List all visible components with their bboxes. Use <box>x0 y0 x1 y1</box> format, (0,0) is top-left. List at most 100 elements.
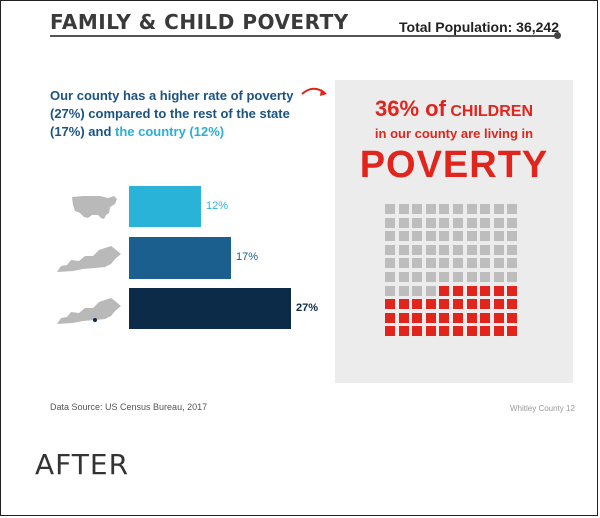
bar-3 <box>129 288 291 329</box>
waffle-cell <box>493 299 504 310</box>
waffle-cell <box>507 204 518 214</box>
waffle-cell <box>412 244 423 255</box>
panel-children-label: CHILDREN <box>445 103 534 120</box>
waffle-cell <box>439 285 450 296</box>
waffle-cell <box>425 285 436 296</box>
waffle-cell <box>425 312 436 323</box>
waffle-cell <box>507 258 518 269</box>
kentucky-map-icon <box>57 246 121 272</box>
waffle-cell <box>480 326 491 337</box>
waffle-cell <box>425 244 436 255</box>
waffle-cell <box>398 272 409 282</box>
waffle-cell <box>453 204 463 214</box>
waffle-cell <box>425 217 436 228</box>
waffle-cell <box>398 312 409 323</box>
waffle-cell <box>385 244 395 255</box>
waffle-cell <box>466 272 477 282</box>
waffle-cell <box>507 326 518 337</box>
waffle-cell <box>385 312 395 323</box>
waffle-cell <box>453 285 463 296</box>
waffle-cell <box>493 285 504 296</box>
waffle-cell <box>480 285 491 296</box>
waffle-cell <box>439 258 450 269</box>
waffle-cell <box>507 312 518 323</box>
waffle-cell <box>493 244 504 255</box>
child-poverty-panel: 36% of CHILDREN in our county are living… <box>335 80 573 383</box>
waffle-cell <box>466 299 477 310</box>
waffle-cell <box>453 299 463 310</box>
waffle-cell <box>412 326 423 337</box>
waffle-cell <box>480 204 491 214</box>
waffle-cell <box>466 204 477 214</box>
waffle-cell <box>398 244 409 255</box>
waffle-cell <box>466 231 477 242</box>
waffle-cell <box>466 244 477 255</box>
waffle-cell <box>385 299 395 310</box>
bar-label-2: 17% <box>236 251 259 263</box>
waffle-cell <box>425 231 436 242</box>
waffle-cell <box>480 244 491 255</box>
waffle-cell <box>466 285 477 296</box>
waffle-cell <box>493 312 504 323</box>
intro-text-highlight: the country (12%) <box>115 124 225 139</box>
waffle-cell <box>412 299 423 310</box>
waffle-cell <box>412 217 423 228</box>
curved-arrow-icon <box>301 87 327 96</box>
panel-headline: 36% of CHILDREN <box>335 96 573 122</box>
waffle-cell <box>439 272 450 282</box>
waffle-cell <box>385 204 395 214</box>
waffle-cell <box>398 285 409 296</box>
waffle-cell <box>507 299 518 310</box>
data-source: Data Source: US Census Bureau, 2017 <box>50 402 208 412</box>
usa-map-icon <box>72 196 117 219</box>
waffle-cell <box>507 272 518 282</box>
panel-percent: 36% of <box>374 96 446 121</box>
title-rule <box>50 35 558 37</box>
waffle-cell <box>385 326 395 337</box>
waffle-cell <box>453 258 463 269</box>
waffle-cell <box>412 231 423 242</box>
title-rule-dot <box>554 32 561 39</box>
waffle-cell <box>398 217 409 228</box>
waffle-cell <box>439 326 450 337</box>
bar-1 <box>129 186 201 227</box>
waffle-cell <box>466 258 477 269</box>
waffle-cell <box>453 272 463 282</box>
panel-subline: in our county are living in <box>374 126 534 141</box>
waffle-cell <box>493 231 504 242</box>
waffle-cell <box>385 272 395 282</box>
waffle-cell <box>439 312 450 323</box>
waffle-cell <box>507 285 518 296</box>
waffle-cell <box>453 312 463 323</box>
page-number: Whitley County 12 <box>510 404 575 413</box>
panel-poverty-word: POVERTY <box>359 144 549 186</box>
waffle-cell <box>480 299 491 310</box>
waffle-cell <box>385 258 395 269</box>
intro-text: Our county has a higher rate of poverty … <box>50 87 320 141</box>
waffle-cell <box>385 285 395 296</box>
waffle-cell <box>480 231 491 242</box>
waffle-cell <box>425 258 436 269</box>
waffle-cell <box>480 258 491 269</box>
waffle-cell <box>385 231 395 242</box>
waffle-cell <box>439 217 450 228</box>
waffle-cell <box>493 272 504 282</box>
waffle-cell <box>412 258 423 269</box>
waffle-cell <box>466 217 477 228</box>
waffle-cell <box>398 258 409 269</box>
waffle-cell <box>385 217 395 228</box>
bar-label-3: 27% <box>296 301 319 314</box>
waffle-cell <box>466 326 477 337</box>
waffle-cell <box>412 272 423 282</box>
waffle-cell <box>439 204 450 214</box>
total-population: Total Population: 36,242 <box>399 19 559 35</box>
waffle-cell <box>425 272 436 282</box>
waffle-cell <box>398 204 409 214</box>
after-caption: AFTER <box>35 448 130 481</box>
waffle-cell <box>439 299 450 310</box>
waffle-cell <box>480 312 491 323</box>
waffle-cell <box>453 244 463 255</box>
waffle-cell <box>493 204 504 214</box>
waffle-cell <box>398 231 409 242</box>
waffle-cell <box>412 204 423 214</box>
